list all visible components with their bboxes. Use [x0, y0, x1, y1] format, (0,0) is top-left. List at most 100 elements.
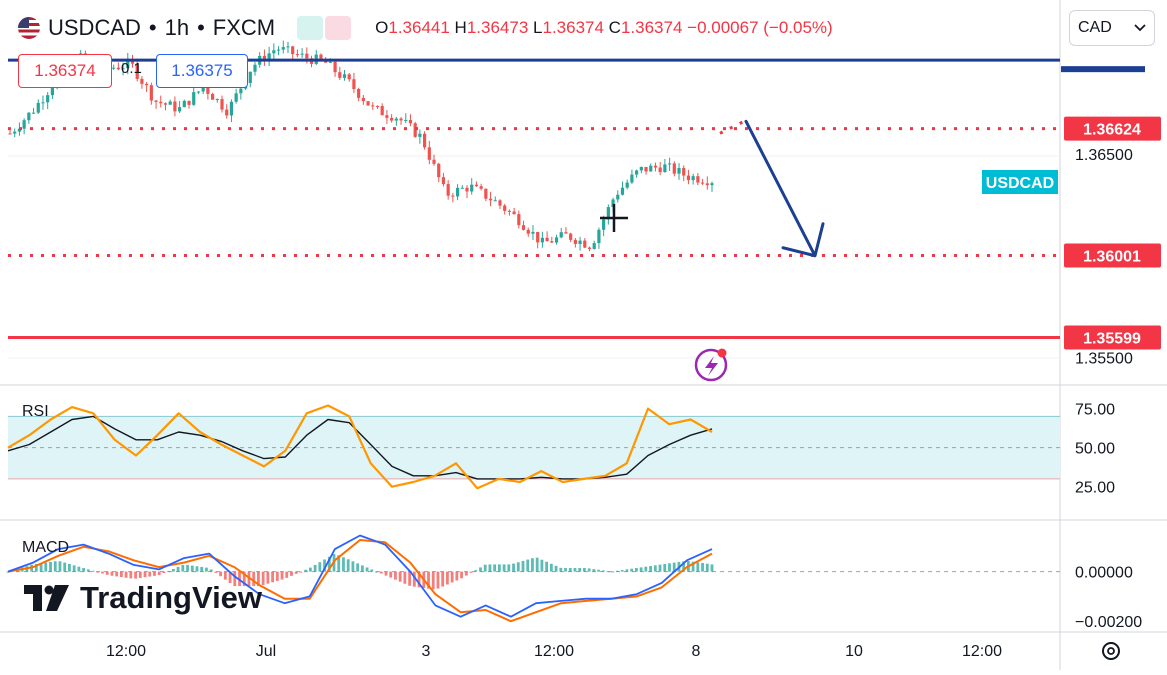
candle-body: [305, 53, 309, 59]
macd-histogram-bar: [82, 568, 85, 572]
alert-bolt-glyph: [705, 356, 718, 376]
macd-histogram-bar: [153, 571, 156, 576]
macd-histogram-bar: [441, 571, 445, 587]
candle-body: [291, 46, 295, 55]
macd-histogram-bar: [143, 571, 147, 578]
candle-body: [248, 71, 252, 83]
candle-body: [210, 93, 215, 100]
candle-body: [474, 184, 479, 187]
candle-body: [521, 225, 526, 230]
macd-histogram-bar: [190, 565, 194, 572]
macd-histogram-bar: [389, 571, 393, 578]
candle-body: [27, 112, 31, 121]
price-level-tag-label: 1.36624: [1083, 122, 1141, 139]
candle-body: [220, 99, 224, 110]
waves-icon[interactable]: [325, 16, 352, 40]
macd-histogram-bar: [710, 564, 714, 572]
interval-label[interactable]: 1h: [164, 15, 190, 40]
header-separator: •: [148, 15, 157, 40]
macd-histogram-bar: [625, 569, 629, 572]
sell-button[interactable]: 1.36374: [18, 54, 112, 88]
candle-body: [168, 101, 172, 105]
macd-histogram-bar: [668, 563, 671, 572]
chevron-down-icon: [1134, 24, 1146, 32]
candle-body: [691, 176, 695, 181]
macd-histogram-bar: [644, 566, 648, 572]
macd-histogram-bar: [351, 561, 355, 572]
macd-histogram-bar: [290, 571, 293, 576]
header-separator: •: [197, 15, 205, 40]
buy-button[interactable]: 1.36375: [156, 54, 248, 88]
macd-histogram-bar: [337, 555, 341, 572]
candle-body: [569, 233, 573, 240]
candle-body: [583, 240, 587, 248]
macd-histogram-bar: [176, 566, 180, 572]
candle-body: [385, 115, 389, 118]
candle-body: [507, 210, 512, 212]
candle-body: [390, 117, 394, 121]
macd-histogram-bar: [242, 571, 246, 587]
candle-body: [116, 67, 120, 70]
candle-body: [597, 229, 601, 244]
macd-histogram-bar: [460, 571, 463, 579]
currency-select[interactable]: CAD: [1069, 10, 1155, 46]
candle-body: [145, 83, 149, 86]
candle-body: [498, 200, 502, 206]
candle-body: [50, 88, 55, 96]
macd-histogram-bar: [44, 562, 48, 572]
watermark-text: TradingView: [80, 580, 263, 615]
candle-body: [427, 147, 431, 160]
candle-body: [333, 61, 337, 73]
alert-bolt-icon: [694, 348, 728, 382]
macd-histogram-bar: [285, 571, 289, 578]
candle-body: [620, 187, 625, 195]
macd-histogram-bar: [497, 564, 501, 572]
macd-histogram-bar: [223, 571, 227, 580]
candle-body: [441, 177, 446, 185]
ohlc-readout: O1.36441 H1.36473 L1.36374 C1.36374 −0.0…: [375, 18, 833, 38]
candle-body: [159, 101, 163, 104]
high-label: H: [454, 18, 467, 37]
candle-body: [276, 49, 281, 51]
open-value: 1.36441: [388, 18, 450, 37]
macd-histogram-bar: [394, 571, 397, 580]
symbol-name[interactable]: USDCAD: [48, 15, 141, 40]
time-axis-tick: 12:00: [962, 643, 1002, 660]
settings-gear-icon[interactable]: [1102, 642, 1120, 660]
candle-body: [550, 241, 554, 243]
macd-histogram-bar: [313, 564, 317, 572]
candle-body: [121, 68, 125, 70]
market-status-icon[interactable]: [297, 16, 324, 40]
low-value: 1.36374: [542, 18, 604, 37]
macd-histogram-bar: [195, 566, 199, 572]
macd-histogram-bar: [639, 567, 643, 572]
macd-histogram-bar: [469, 571, 473, 573]
candle-body: [13, 131, 17, 134]
macd-histogram-bar: [493, 564, 497, 572]
candle-body: [262, 55, 267, 62]
candle-body: [512, 211, 516, 215]
symbol-tag-label: USDCAD: [986, 175, 1054, 192]
candle-body: [682, 168, 686, 176]
candle-body: [126, 59, 130, 69]
macd-histogram-bar: [58, 561, 62, 572]
macd-histogram-bar: [186, 564, 189, 572]
macd-histogram-bar: [110, 571, 114, 576]
macd-histogram-bar: [403, 571, 407, 584]
spread-value: 0.1: [121, 60, 142, 77]
price-level-tag-label: 1.36001: [1083, 249, 1141, 266]
macd-histogram-bar: [49, 561, 52, 572]
macd-title: MACD: [22, 539, 69, 556]
macd-histogram-bar: [167, 571, 171, 573]
candle-body: [540, 237, 544, 243]
candle-body: [182, 100, 186, 108]
macd-histogram-bar: [597, 569, 601, 572]
low-label: L: [533, 18, 543, 37]
macd-histogram-bar: [512, 563, 515, 572]
macd-histogram-bar: [705, 563, 709, 572]
macd-histogram-bar: [554, 565, 558, 572]
candle-body: [22, 120, 26, 129]
macd-histogram-bar: [257, 571, 260, 587]
